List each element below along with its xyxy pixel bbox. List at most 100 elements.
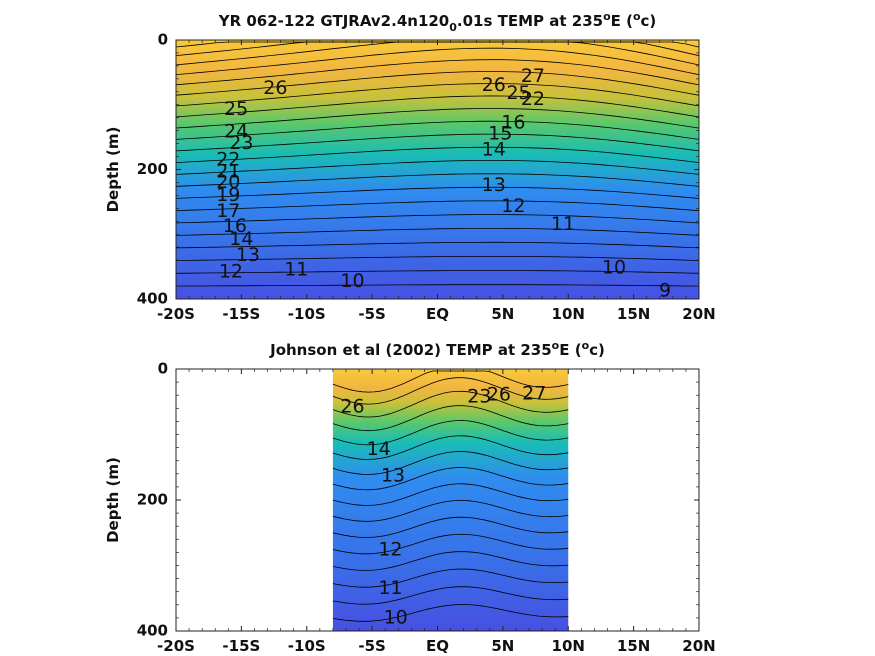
contour-label: 27 [522,382,546,404]
y-tick-label: 400 [137,290,168,308]
contour-line [332,586,569,605]
contour-label: 11 [284,258,308,280]
x-tick-label: -15S [222,637,260,655]
y-tick-label: 0 [158,360,168,378]
contour-label: 9 [659,280,671,302]
contour-line [175,133,700,152]
contour-line [175,241,700,249]
contour-label: 10 [340,270,364,292]
contour-line [332,604,569,622]
panel-title: Johnson et al (2002) TEMP at 235oE (oc) [269,339,605,359]
contour-label: 26 [482,74,506,96]
contour-line [175,95,700,118]
contour-line [332,568,569,588]
y-axis-label: Depth (m) [104,457,122,543]
temperature-field [332,369,569,631]
contour-label: 21 [216,161,240,183]
contour-label: 26 [263,77,287,99]
panel-title: YR 062-122 GTJRAv2.4n1200.01s TEMP at 23… [218,10,657,34]
contour-label: 25 [506,82,530,104]
contour-label: 13 [236,244,260,266]
x-tick-label: -10S [288,305,326,323]
contour-label: 22 [521,88,545,110]
contour-line [175,146,700,163]
x-tick-label: 15N [617,637,650,655]
contour-label: 22 [216,148,240,170]
contour-line [332,377,569,405]
contour-line [332,451,569,475]
contour-label: 14 [482,139,506,161]
contour-label: 15 [488,122,512,144]
contour-line [332,499,569,522]
contour-line [332,390,569,418]
contour-line [175,71,700,96]
y-tick-label: 400 [137,622,168,640]
contour-line [175,83,700,107]
contour-line [332,405,569,432]
contour-label: 14 [367,438,391,460]
contour-line [175,108,700,129]
x-tick-label: EQ [426,637,449,655]
contour-label: 13 [381,464,405,486]
contour-label: 12 [219,260,243,282]
x-tick-label: -10S [288,637,326,655]
x-tick-label: -5S [358,305,385,323]
temperature-field [176,40,699,299]
contour-label: 16 [501,111,525,133]
contour-label: 14 [229,228,253,250]
contour-line [175,120,700,140]
contour-line [332,551,569,571]
contour-line [332,533,569,555]
contour-line [175,228,700,236]
x-tick-label: 10N [552,637,585,655]
contour-label: 26 [340,395,364,417]
contour-line [332,420,569,446]
contour-label: 17 [216,200,240,222]
contour-label: 11 [551,213,575,235]
x-tick-label: -5S [358,637,385,655]
contour-line [332,467,569,491]
y-tick-label: 200 [137,160,168,178]
x-tick-label: -20S [157,637,195,655]
x-tick-label: 10N [552,305,585,323]
contour-line [332,516,569,538]
x-tick-label: 20N [682,305,715,323]
x-tick-label: 20N [682,637,715,655]
contour-line [175,200,700,212]
contour-label: 11 [378,577,402,599]
contour-label: 10 [602,256,626,278]
x-tick-label: 5N [491,305,514,323]
contour-label: 12 [501,195,525,217]
y-tick-label: 0 [158,31,168,49]
contour-line [175,214,700,224]
x-tick-label: 5N [491,637,514,655]
contour-line [175,59,700,86]
contour-label: 24 [224,120,248,142]
y-axis-label: Depth (m) [104,127,122,213]
y-tick-label: 200 [137,491,168,509]
contour-label: 20 [216,171,240,193]
contour-label: 23 [467,386,491,408]
x-tick-label: EQ [426,305,449,323]
contour-label: 13 [482,174,506,196]
x-tick-label: 15N [617,305,650,323]
contour-label: 10 [384,606,408,628]
x-tick-label: -15S [222,305,260,323]
contour-line [175,47,700,76]
contour-line [175,270,700,274]
contour-label: 16 [223,215,247,237]
contour-line [175,255,700,261]
contour-line [332,435,569,460]
contour-label: 12 [378,538,402,560]
contour-label: 27 [521,65,545,87]
contour-label: 25 [224,98,248,120]
contour-label: 23 [229,132,253,154]
contour-line [332,483,569,506]
x-tick-label: -20S [157,305,195,323]
contour-label: 26 [487,384,511,406]
contour-label: 19 [216,184,240,206]
contour-line [175,159,700,175]
